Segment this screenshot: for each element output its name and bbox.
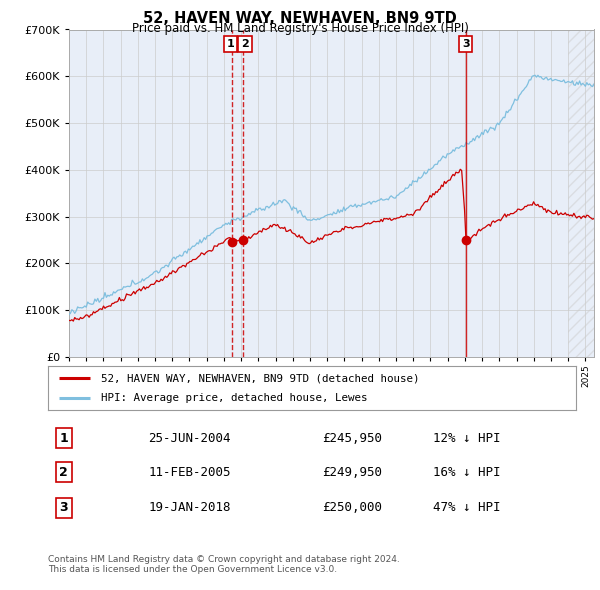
Text: 52, HAVEN WAY, NEWHAVEN, BN9 9TD: 52, HAVEN WAY, NEWHAVEN, BN9 9TD xyxy=(143,11,457,25)
Text: 19-JAN-2018: 19-JAN-2018 xyxy=(148,502,231,514)
Text: 25-JUN-2004: 25-JUN-2004 xyxy=(148,432,231,445)
Text: 12% ↓ HPI: 12% ↓ HPI xyxy=(433,432,501,445)
Text: 2: 2 xyxy=(59,466,68,478)
Text: HPI: Average price, detached house, Lewes: HPI: Average price, detached house, Lewe… xyxy=(101,393,367,402)
Text: Contains HM Land Registry data © Crown copyright and database right 2024.
This d: Contains HM Land Registry data © Crown c… xyxy=(48,555,400,574)
Text: 47% ↓ HPI: 47% ↓ HPI xyxy=(433,502,501,514)
Text: 52, HAVEN WAY, NEWHAVEN, BN9 9TD (detached house): 52, HAVEN WAY, NEWHAVEN, BN9 9TD (detach… xyxy=(101,373,419,383)
Text: £245,950: £245,950 xyxy=(323,432,383,445)
Text: 1: 1 xyxy=(59,432,68,445)
Text: £249,950: £249,950 xyxy=(323,466,383,478)
Text: 16% ↓ HPI: 16% ↓ HPI xyxy=(433,466,501,478)
Text: 1: 1 xyxy=(226,40,234,49)
Text: Price paid vs. HM Land Registry's House Price Index (HPI): Price paid vs. HM Land Registry's House … xyxy=(131,22,469,35)
Text: £250,000: £250,000 xyxy=(323,502,383,514)
Text: 2: 2 xyxy=(241,40,249,49)
Text: 11-FEB-2005: 11-FEB-2005 xyxy=(148,466,231,478)
Text: 3: 3 xyxy=(462,40,470,49)
Text: 3: 3 xyxy=(59,502,68,514)
